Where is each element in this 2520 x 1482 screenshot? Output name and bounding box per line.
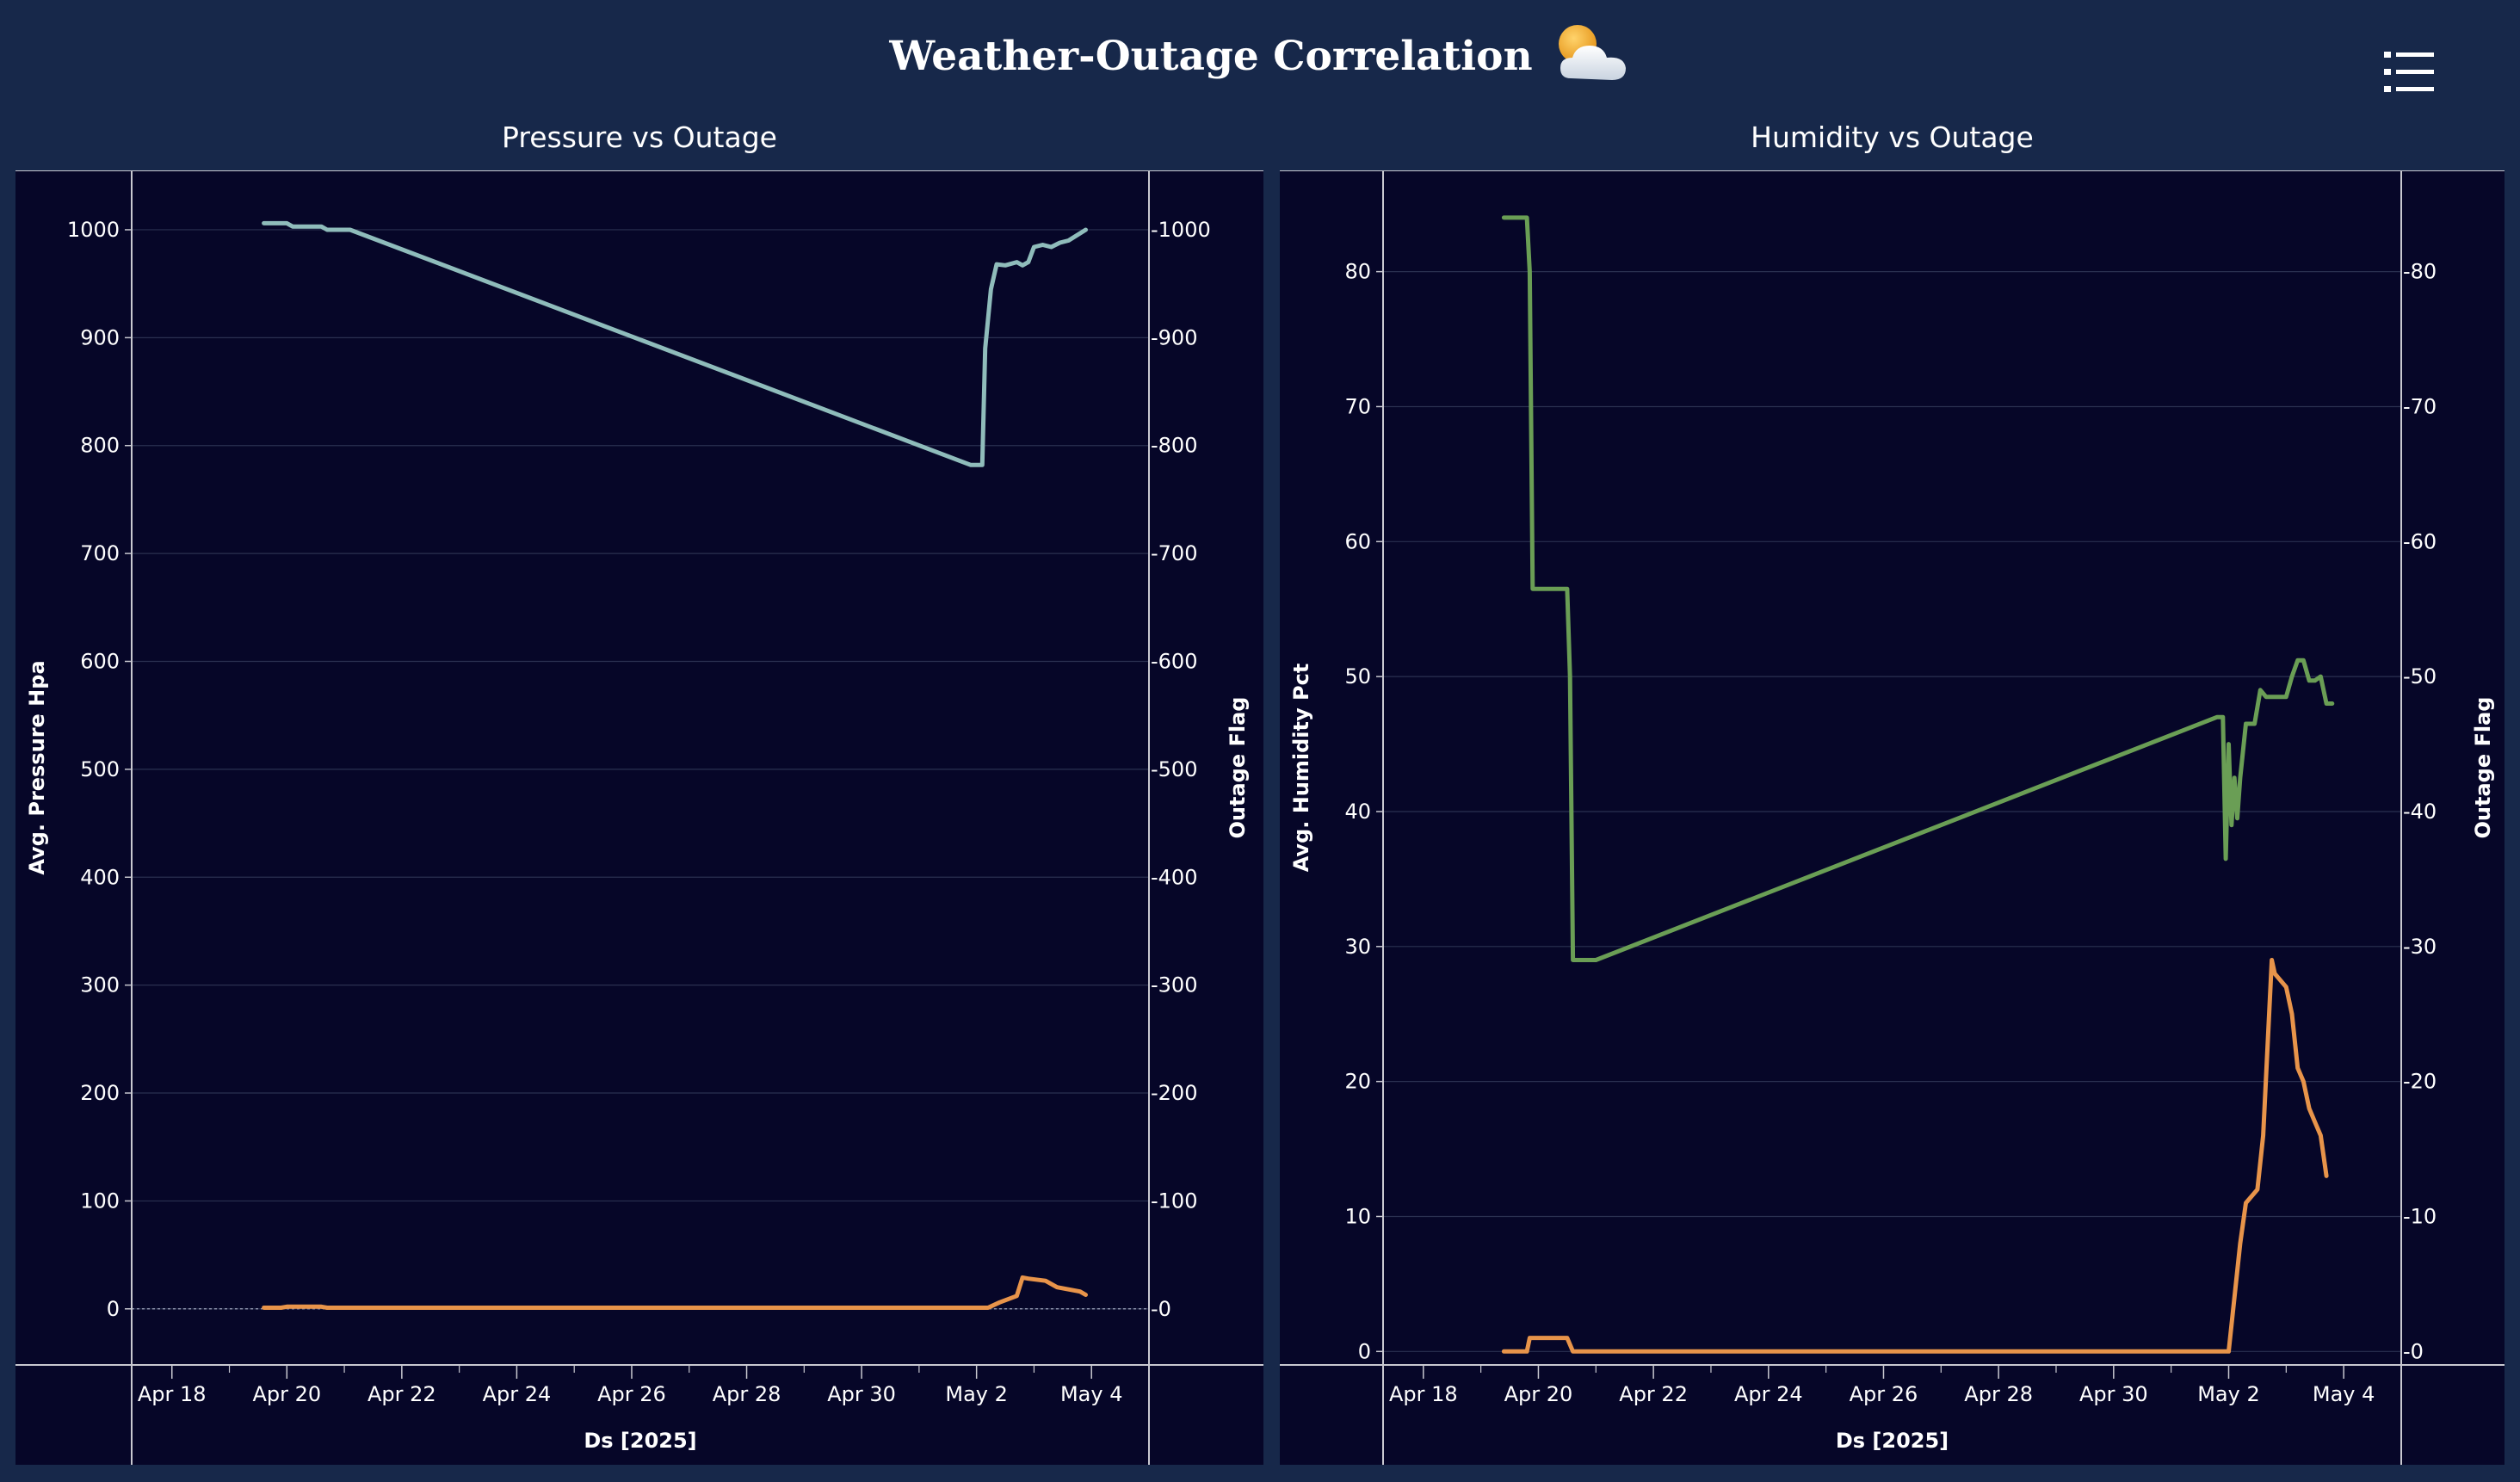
- x-axis-title: Ds [2025]: [1836, 1429, 1949, 1453]
- x-tick-label: Apr 22: [1619, 1382, 1688, 1406]
- series-line-outage-flag: [1501, 958, 2329, 1354]
- x-tick-label: Apr 18: [1389, 1382, 1458, 1406]
- y2-axis-title: Outage Flag: [1226, 697, 1250, 839]
- title-wrap: Weather-Outage Correlation: [0, 17, 2520, 95]
- x-tick-label: Apr 20: [1504, 1382, 1573, 1406]
- y-tick-label: 100: [80, 1189, 120, 1213]
- x-tick-label: Apr 20: [252, 1382, 321, 1406]
- y-tick-label: 0: [1358, 1339, 1371, 1363]
- y-tick-label: 300: [80, 973, 120, 997]
- y2-tick-label: -100: [1151, 1189, 1197, 1213]
- y-tick-label: 40: [1344, 800, 1371, 824]
- y2-tick-label: -200: [1151, 1081, 1197, 1105]
- series-line-measure: [262, 220, 1088, 467]
- y2-axis-title: Outage Flag: [2471, 697, 2495, 839]
- y-tick-label: 1000: [67, 218, 120, 242]
- dashboard-header: Weather-Outage Correlation: [0, 0, 2520, 112]
- x-tick-label: May 4: [2313, 1382, 2375, 1406]
- y-tick-label: 70: [1344, 394, 1371, 418]
- x-tick-label: Apr 28: [1964, 1382, 2033, 1406]
- humidity-chart-title: Humidity vs Outage: [1751, 120, 2034, 154]
- y2-tick-label: -80: [2403, 260, 2437, 284]
- y2-tick-label: -10: [2403, 1204, 2437, 1228]
- x-tick-label: Apr 28: [713, 1382, 781, 1406]
- x-tick-label: May 2: [945, 1382, 1008, 1406]
- x-tick-label: Apr 24: [1734, 1382, 1803, 1406]
- y2-tick-label: -20: [2403, 1070, 2437, 1094]
- x-tick-label: Apr 26: [1850, 1382, 1918, 1406]
- y2-tick-label: -900: [1151, 325, 1197, 349]
- y2-tick-label: -50: [2403, 664, 2437, 689]
- x-tick-label: May 2: [2197, 1382, 2260, 1406]
- y-tick-label: 20: [1344, 1070, 1371, 1094]
- y-tick-label: 500: [80, 757, 120, 781]
- y-tick-label: 800: [80, 434, 120, 458]
- x-tick-label: Apr 22: [368, 1382, 436, 1406]
- x-tick-label: Apr 18: [138, 1382, 207, 1406]
- series-line-outage-flag: [262, 1275, 1088, 1310]
- y2-tick-label: -700: [1151, 541, 1197, 565]
- y2-tick-label: -0: [1151, 1297, 1171, 1321]
- y-tick-label: 50: [1344, 664, 1371, 689]
- y-tick-label: 60: [1344, 529, 1371, 553]
- y-tick-label: 900: [80, 325, 120, 349]
- plot-background: [1280, 170, 2505, 1465]
- pressure-vs-outage-chart: 0 -0 100 -100 200 -200 300 -300 400 -400 500 -500 60…: [15, 170, 1263, 1465]
- y2-tick-label: -500: [1151, 757, 1197, 781]
- y2-tick-label: -300: [1151, 973, 1197, 997]
- x-tick-label: May 4: [1060, 1382, 1123, 1406]
- y2-tick-label: -40: [2403, 800, 2437, 824]
- x-tick-label: Apr 30: [2079, 1382, 2148, 1406]
- x-tick-label: Apr 30: [827, 1382, 896, 1406]
- plot-background: [15, 170, 1263, 1465]
- x-axis-title: Ds [2025]: [584, 1429, 696, 1453]
- list-menu-icon[interactable]: [2382, 48, 2436, 96]
- y-tick-label: 80: [1344, 260, 1371, 284]
- y-axis-title: Avg. Pressure Hpa: [25, 660, 49, 874]
- y2-tick-label: -30: [2403, 935, 2437, 959]
- y-tick-label: 200: [80, 1081, 120, 1105]
- y2-tick-label: -60: [2403, 529, 2437, 553]
- y-axis-title: Avg. Humidity Pct: [1289, 664, 1313, 873]
- y-tick-label: 30: [1344, 935, 1371, 959]
- y-tick-label: 400: [80, 865, 120, 889]
- dashboard-title: Weather-Outage Correlation: [889, 32, 1533, 80]
- y2-tick-label: -0: [2403, 1339, 2424, 1363]
- y-tick-label: 600: [80, 649, 120, 673]
- sun-behind-cloud-icon: [1553, 20, 1631, 92]
- y-tick-label: 0: [107, 1297, 120, 1321]
- pressure-chart-title: Pressure vs Outage: [502, 120, 777, 154]
- y2-tick-label: -800: [1151, 434, 1197, 458]
- y2-tick-label: -70: [2403, 394, 2437, 418]
- x-tick-label: Apr 26: [597, 1382, 666, 1406]
- humidity-vs-outage-chart: 0 -0 10 -10 20 -20 30 -30 40 -40 50 -50 60 -60 70 -70 80…: [1280, 170, 2505, 1465]
- y2-tick-label: -1000: [1151, 218, 1211, 242]
- series-line-measure: [1501, 215, 2335, 962]
- y-tick-label: 10: [1344, 1204, 1371, 1228]
- y2-tick-label: -600: [1151, 649, 1197, 673]
- x-tick-label: Apr 24: [483, 1382, 552, 1406]
- y2-tick-label: -400: [1151, 865, 1197, 889]
- y-tick-label: 700: [80, 541, 120, 565]
